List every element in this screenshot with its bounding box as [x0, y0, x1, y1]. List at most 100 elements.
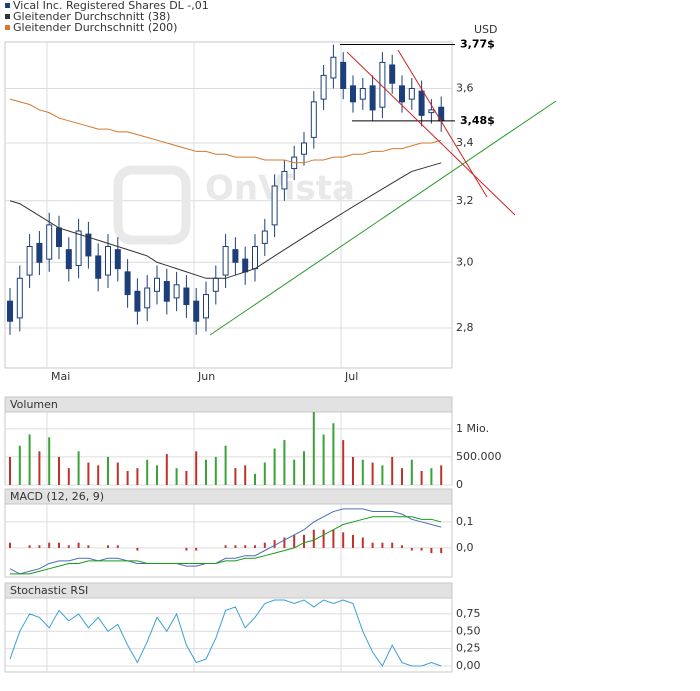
histogram-bar: [361, 537, 364, 548]
candle-body: [75, 230, 82, 266]
annotation-label: 3,48$: [460, 114, 495, 127]
x-tick-label: Mai: [51, 370, 70, 383]
candle-body: [203, 294, 209, 319]
candle-body: [232, 249, 239, 263]
histogram-bar: [410, 547, 413, 551]
panel: [4, 411, 453, 486]
indicator-line: [9, 599, 442, 668]
histogram-bar: [234, 545, 237, 548]
candle-body: [114, 249, 121, 270]
candle-body: [134, 290, 141, 312]
volume-bar: [293, 459, 296, 485]
volume-bar: [165, 454, 168, 485]
histogram-bar: [9, 542, 11, 548]
panel-frame: [4, 411, 453, 486]
histogram-bar: [28, 545, 31, 548]
y-tick-label: 0: [456, 478, 463, 491]
volume-bar: [263, 462, 266, 485]
legend-label: Gleitender Durchschnitt (200): [13, 21, 177, 34]
legend-label: Vical Inc. Registered Shares DL -,01: [13, 0, 209, 12]
histogram-bar: [67, 545, 70, 548]
histogram-bar: [401, 545, 403, 548]
volume-bar: [322, 434, 325, 485]
volume-bar: [361, 459, 364, 485]
y-axis-label: USD: [474, 23, 498, 36]
volume-bar: [224, 445, 227, 485]
y-tick-label: 3,0: [456, 255, 474, 268]
candle-body: [271, 185, 278, 226]
panel-title: MACD (12, 26, 9): [10, 490, 104, 503]
volume-bar: [107, 456, 109, 485]
candle-body: [389, 64, 396, 84]
panel-header: [4, 582, 453, 599]
volume-bar: [77, 451, 80, 485]
y-tick-label: 0,1: [456, 515, 474, 528]
histogram-bar: [244, 545, 247, 548]
panel-header: [4, 396, 453, 413]
legend-label: Gleitender Durchschnitt (38): [13, 10, 170, 23]
legend-swatch: [5, 25, 10, 30]
candle-body: [212, 277, 219, 292]
histogram-bar: [263, 542, 266, 548]
candle-body: [222, 246, 229, 276]
y-tick-label: 1 Mio.: [456, 422, 489, 435]
candle-body: [301, 142, 307, 155]
histogram-bar: [332, 529, 335, 548]
histogram-bar: [48, 542, 51, 548]
volume-bar: [273, 448, 276, 485]
candle-body: [154, 277, 160, 292]
volume-bar: [18, 445, 21, 485]
y-tick-label: 0,25: [456, 642, 481, 655]
y-tick-label: 0,0: [456, 541, 474, 554]
histogram-bar: [136, 547, 139, 551]
legend-swatch: [5, 3, 10, 8]
candle-body: [242, 258, 249, 273]
volume-bar: [352, 456, 354, 485]
volume-bar: [332, 423, 335, 485]
watermark-icon: [113, 165, 191, 245]
volume-bar: [67, 468, 70, 485]
moving-average: [9, 98, 442, 164]
candle-body: [281, 170, 288, 190]
histogram-bar: [195, 547, 198, 551]
candle-body: [46, 224, 53, 260]
x-tick-label: Jun: [197, 370, 215, 383]
histogram-bar: [107, 545, 109, 548]
volume-bar: [146, 459, 149, 485]
candle-body: [85, 233, 92, 257]
y-tick-label: 0,00: [456, 659, 481, 672]
panel-header: [4, 488, 453, 505]
candle-body: [36, 242, 43, 263]
volume-bar: [185, 470, 188, 485]
candle-body: [310, 101, 317, 138]
candle-body: [65, 249, 72, 270]
histogram-bar: [440, 547, 443, 554]
y-tick-label: 3,6: [456, 82, 474, 95]
candle-body: [163, 281, 170, 302]
candle-body: [330, 56, 337, 79]
volume-bar: [381, 465, 384, 485]
x-tick-label: Jul: [344, 370, 358, 383]
volume-bar: [9, 456, 11, 485]
panel: [4, 503, 453, 578]
volume-bar: [312, 412, 315, 485]
annotation-label: 3,77$: [460, 38, 495, 51]
volume-bar: [391, 456, 394, 485]
volume-bar: [401, 468, 403, 485]
candle-body: [252, 246, 258, 270]
candle-body: [124, 271, 131, 296]
panel-frame: [4, 503, 453, 578]
histogram-bar: [58, 542, 60, 548]
candle-body: [408, 88, 415, 100]
histogram-bar: [116, 545, 119, 548]
histogram-bar: [342, 532, 345, 548]
histogram-bar: [38, 545, 41, 548]
histogram-bar: [185, 547, 188, 551]
candle-body: [144, 287, 151, 309]
panel-title: Stochastic RSI: [10, 584, 88, 597]
watermark: OnVista: [113, 165, 355, 245]
histogram-bar: [224, 545, 227, 548]
volume-bar: [214, 456, 217, 485]
volume-bar: [244, 465, 247, 485]
